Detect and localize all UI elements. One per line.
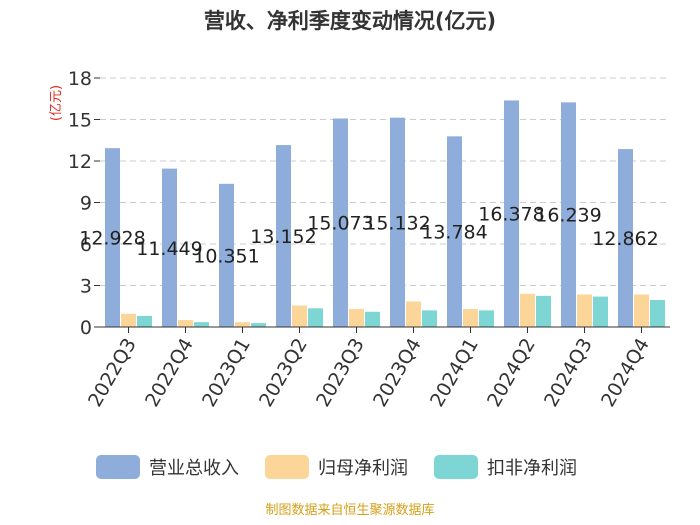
data-label: 16.239 bbox=[535, 205, 601, 227]
bars bbox=[105, 100, 665, 327]
bar bbox=[536, 295, 551, 327]
bar bbox=[365, 311, 380, 327]
bar bbox=[292, 305, 307, 327]
x-tick-label: 2023Q1 bbox=[198, 335, 255, 411]
legend-label: 扣非净利润 bbox=[487, 458, 577, 479]
bar bbox=[406, 301, 421, 327]
y-tick-label: 3 bbox=[80, 276, 92, 298]
bar bbox=[137, 315, 152, 327]
data-label: 11.449 bbox=[136, 238, 202, 260]
x-axis: 2022Q3 2022Q4 2023Q1 2023Q2 2023Q3 2023Q4 2024… bbox=[84, 327, 654, 411]
y-tick-label: 12 bbox=[68, 151, 92, 173]
bar bbox=[308, 308, 323, 327]
x-tick-label: 2024Q1 bbox=[426, 335, 483, 411]
bar bbox=[479, 310, 494, 327]
legend-swatch bbox=[265, 455, 309, 479]
x-tick-label: 2024Q2 bbox=[483, 335, 540, 411]
data-label: 13.784 bbox=[421, 222, 487, 244]
x-tick-label: 2023Q3 bbox=[312, 335, 369, 411]
footer-source: 制图数据来自恒生聚源数据库 bbox=[265, 502, 434, 518]
legend-label: 归母净利润 bbox=[318, 458, 408, 479]
bar bbox=[447, 136, 462, 327]
y-tick-label: 15 bbox=[68, 110, 92, 132]
y-tick-label: 0 bbox=[80, 317, 92, 339]
data-labels: 12.92811.44910.35113.15215.07315.13213.7… bbox=[79, 204, 658, 268]
y-tick-label: 18 bbox=[68, 68, 92, 90]
chart-title: 营收、净利季度变动情况(亿元) bbox=[204, 9, 496, 33]
bar bbox=[105, 148, 120, 327]
bar bbox=[251, 323, 266, 327]
bar bbox=[333, 118, 348, 327]
legend: 营业总收入 归母净利润 扣非净利润 bbox=[96, 455, 577, 479]
bar bbox=[422, 310, 437, 327]
bar bbox=[219, 183, 234, 327]
legend-swatch bbox=[434, 455, 478, 479]
data-label: 15.073 bbox=[307, 213, 373, 235]
bar bbox=[650, 300, 665, 327]
y-tick-label: 6 bbox=[80, 234, 92, 256]
data-label: 12.928 bbox=[79, 228, 145, 250]
bar bbox=[593, 296, 608, 327]
x-tick-label: 2023Q4 bbox=[369, 335, 426, 411]
legend-swatch bbox=[96, 455, 140, 479]
bar bbox=[349, 309, 364, 327]
x-tick-label: 2023Q2 bbox=[255, 335, 312, 411]
legend-label: 营业总收入 bbox=[149, 458, 239, 479]
bar bbox=[178, 320, 193, 327]
bar bbox=[634, 294, 649, 327]
bar bbox=[235, 322, 250, 327]
bar bbox=[463, 309, 478, 327]
data-label: 12.862 bbox=[592, 228, 658, 250]
bar bbox=[561, 102, 576, 327]
data-label: 16.378 bbox=[478, 204, 544, 226]
bar bbox=[618, 149, 633, 327]
bar bbox=[194, 322, 209, 327]
x-tick-label: 2022Q3 bbox=[84, 335, 141, 411]
data-label: 15.132 bbox=[364, 212, 430, 234]
bar bbox=[162, 168, 177, 327]
bar bbox=[121, 313, 136, 327]
bar bbox=[276, 145, 291, 327]
y-axis: 0 3 6 9 12 15 18 bbox=[68, 68, 100, 339]
x-tick-label: 2022Q4 bbox=[141, 335, 198, 411]
bar bbox=[504, 100, 519, 327]
y-axis-unit-label: (亿元) bbox=[49, 85, 64, 121]
bar bbox=[577, 294, 592, 327]
bar bbox=[390, 117, 405, 327]
x-tick-label: 2024Q4 bbox=[597, 335, 654, 411]
data-label: 10.351 bbox=[193, 245, 259, 267]
x-tick-label: 2024Q3 bbox=[540, 335, 597, 411]
data-label: 13.152 bbox=[250, 226, 316, 248]
y-tick-label: 9 bbox=[80, 193, 92, 215]
bar bbox=[520, 293, 535, 327]
